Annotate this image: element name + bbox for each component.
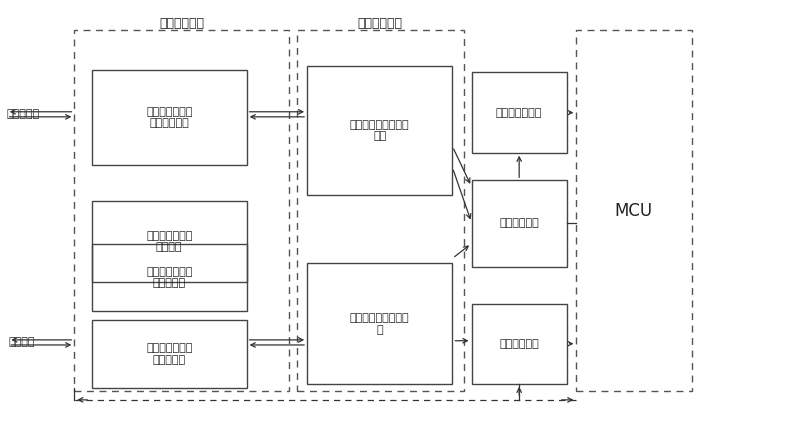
Text: 工作模式寄存器: 工作模式寄存器 xyxy=(496,107,542,118)
Bar xyxy=(471,303,567,384)
Bar xyxy=(297,30,463,392)
Text: 时钟选择电路: 时钟选择电路 xyxy=(499,339,539,349)
Bar xyxy=(471,180,567,267)
Text: 非接触界面信号
收发处理模块: 非接触界面信号 收发处理模块 xyxy=(146,107,193,128)
Text: 数字基带单元: 数字基带单元 xyxy=(358,17,402,30)
Text: 非接触界面时钟
产生电路: 非接触界面时钟 产生电路 xyxy=(146,231,193,252)
Text: 接触界面信号收
发处理模块: 接触界面信号收 发处理模块 xyxy=(146,267,193,288)
Text: 非接触界面解码编码
模块: 非接触界面解码编码 模块 xyxy=(350,119,410,141)
Bar xyxy=(74,30,289,392)
Bar xyxy=(92,244,246,311)
Text: 接触界面解码编码模
块: 接触界面解码编码模 块 xyxy=(350,313,410,335)
Bar xyxy=(92,321,246,388)
Text: 接触界面信号收
发处理模块: 接触界面信号收 发处理模块 xyxy=(146,343,193,365)
Bar xyxy=(92,201,246,282)
Text: 模拟前端单元: 模拟前端单元 xyxy=(159,17,204,30)
Bar xyxy=(307,263,453,384)
Text: 状态记录电路: 状态记录电路 xyxy=(499,218,539,228)
Bar xyxy=(471,72,567,153)
Text: MCU: MCU xyxy=(614,202,653,220)
Bar xyxy=(307,66,453,195)
Text: 接触界面: 接触界面 xyxy=(8,337,35,347)
Bar xyxy=(92,70,246,165)
Text: 非接触界面: 非接触界面 xyxy=(6,109,40,119)
Bar xyxy=(576,30,691,392)
